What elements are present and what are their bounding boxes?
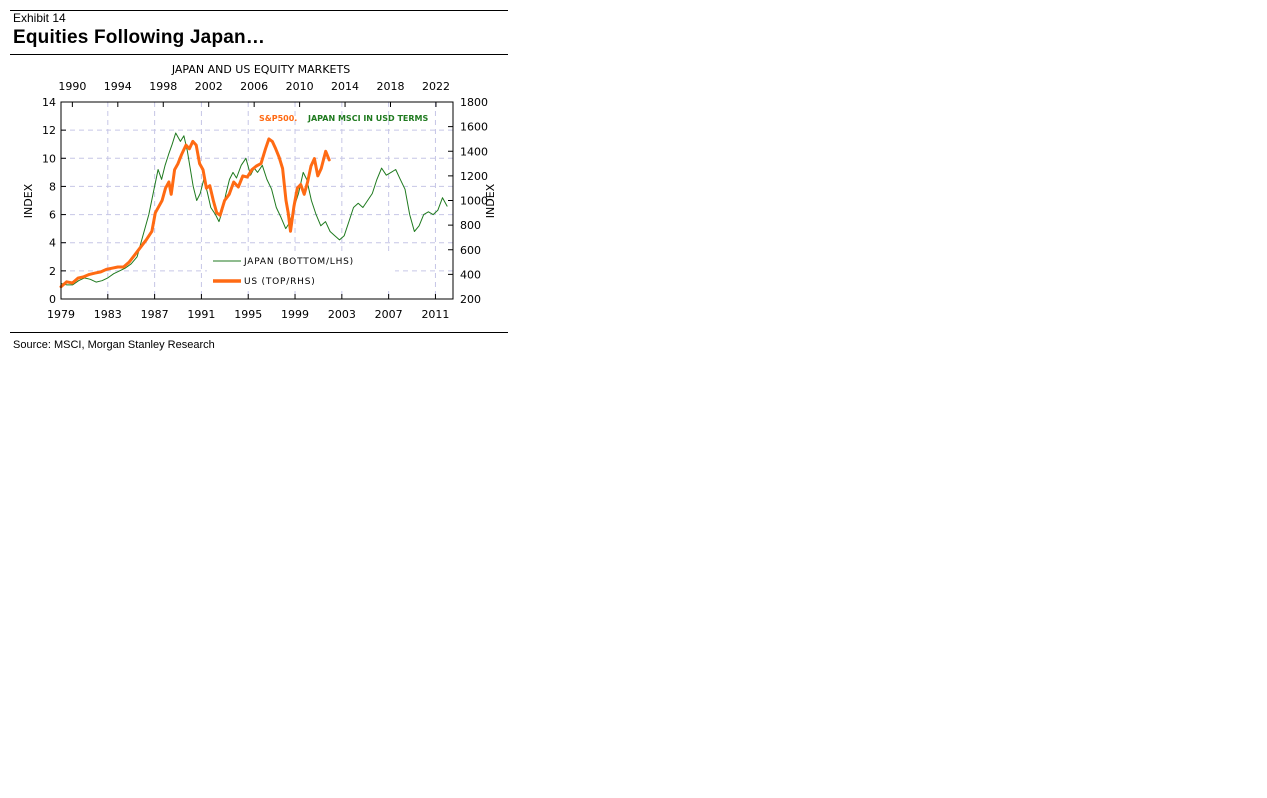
top-tick-label: 1994 <box>104 80 132 93</box>
series-line-us <box>59 137 331 289</box>
left-tick-label: 12 <box>42 124 56 137</box>
top-tick-label: 2010 <box>286 80 314 93</box>
title-rule <box>10 54 508 55</box>
chart-title: JAPAN AND US EQUITY MARKETS <box>171 63 350 76</box>
top-tick-label: 2018 <box>377 80 405 93</box>
series-lines <box>59 132 448 289</box>
top-rule <box>10 10 508 11</box>
right-tick-label: 1600 <box>460 121 488 134</box>
right-tick-label: 1000 <box>460 195 488 208</box>
left-tick-label: 14 <box>42 96 56 109</box>
exhibit-title: Equities Following Japan… <box>13 27 266 48</box>
left-tick-label: 10 <box>42 152 56 165</box>
bottom-tick-label: 1999 <box>281 308 309 321</box>
exhibit-label: Exhibit 14 <box>13 11 66 25</box>
bottom-tick-label: 2011 <box>421 308 449 321</box>
right-tick-label: 600 <box>460 244 481 257</box>
bottom-tick-label: 2007 <box>375 308 403 321</box>
bottom-tick-label: 2003 <box>328 308 356 321</box>
top-tick-label: 2006 <box>240 80 268 93</box>
left-tick-label: 8 <box>49 180 56 193</box>
plot-frame <box>60 101 454 300</box>
top-axis-ticks: 1990 1994 1998 2002 2006 2010 2014 2018 2022 <box>58 80 450 107</box>
top-tick-label: 2002 <box>195 80 223 93</box>
top-tick-label: 2014 <box>331 80 359 93</box>
bottom-tick-label: 1995 <box>234 308 262 321</box>
annotation-japan: JAPAN MSCI IN USD TERMS <box>307 114 429 123</box>
equity-markets-chart: JAPAN AND US EQUITY MARKETS 02468101214 … <box>22 63 497 321</box>
right-tick-label: 200 <box>460 293 481 306</box>
legend-label-us: US (TOP/RHS) <box>244 277 316 287</box>
right-tick-label: 1200 <box>460 170 488 183</box>
left-tick-label: 0 <box>49 293 56 306</box>
right-tick-label: 800 <box>460 219 481 232</box>
bottom-tick-label: 1979 <box>47 308 75 321</box>
left-tick-label: 2 <box>49 265 56 278</box>
right-axis-ticks: 200 400 600 800 1000 1200 1400 1600 1800 <box>448 96 488 306</box>
bottom-tick-label: 1983 <box>94 308 122 321</box>
legend-background <box>207 252 395 290</box>
bottom-axis-ticks: 1979 1983 1987 1991 1995 1999 2003 2007 2011 <box>47 294 449 321</box>
left-axis-ticks: 0 2 4 6 8 10 12 14 <box>42 96 66 306</box>
right-tick-label: 1400 <box>460 145 488 158</box>
bottom-tick-label: 1991 <box>187 308 215 321</box>
source-note: Source: MSCI, Morgan Stanley Research <box>13 339 215 351</box>
left-tick-label: 6 <box>49 209 56 222</box>
right-axis-label: INDEX <box>484 183 497 218</box>
bottom-rule <box>10 332 508 333</box>
top-tick-label: 1990 <box>58 80 86 93</box>
annotation-us: S&P500. <box>259 114 297 123</box>
top-tick-label: 2022 <box>422 80 450 93</box>
right-tick-label: 1800 <box>460 96 488 109</box>
top-tick-label: 1998 <box>149 80 177 93</box>
bottom-tick-label: 1987 <box>141 308 169 321</box>
left-tick-label: 4 <box>49 237 56 250</box>
legend-label-japan: JAPAN (BOTTOM/LHS) <box>243 257 354 267</box>
right-tick-label: 400 <box>460 268 481 281</box>
left-axis-label: INDEX <box>22 183 35 218</box>
